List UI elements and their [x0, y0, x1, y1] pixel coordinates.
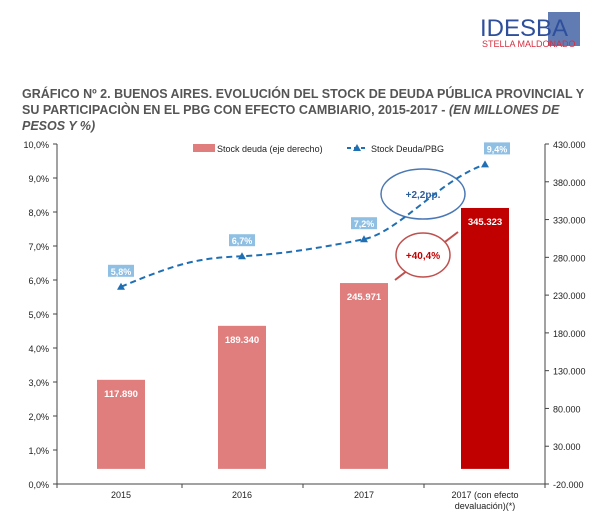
- right-tick-label: 330.000: [553, 216, 586, 226]
- category-label: 2017 (con efecto: [451, 490, 518, 500]
- right-tick-label: -20.000: [553, 480, 584, 490]
- logo-map-icon: [548, 12, 580, 46]
- right-tick-label: 430.000: [553, 140, 586, 150]
- line-label-bg: [351, 217, 377, 230]
- line-label: 6,7%: [232, 236, 253, 246]
- legend-line-label: Stock Deuda/PBG: [371, 144, 444, 154]
- right-tick-label: 280.000: [553, 253, 586, 263]
- category-label: 2015: [111, 490, 131, 500]
- right-tick-label: 80.000: [553, 404, 581, 414]
- left-tick-label: 1,0%: [28, 446, 49, 456]
- line-label-bg: [229, 234, 255, 247]
- left-tick-label: 7,0%: [28, 242, 49, 252]
- category-label: 2017: [354, 490, 374, 500]
- line-point-triangle: [117, 282, 125, 290]
- legend-triangle-icon: [353, 144, 361, 151]
- left-tick-label: 9,0%: [28, 174, 49, 184]
- title-units: (EN MILLONES DE PESOS Y %): [22, 103, 560, 133]
- left-tick-label: 4,0%: [28, 344, 49, 354]
- bar-2015: [97, 379, 145, 469]
- annotation-ellipse-pct: [395, 232, 451, 278]
- right-tick-label: 380.000: [553, 178, 586, 188]
- line-label-bg: [108, 264, 134, 277]
- left-tick-label: 0,0%: [28, 480, 49, 490]
- line-label-bg: [484, 142, 510, 155]
- category-label: devaluación)(*): [455, 501, 516, 511]
- title-main: GRÁFICO Nº 2. BUENOS AIRES. EVOLUCIÓN DE…: [22, 87, 584, 117]
- line-label: 9,4%: [487, 144, 508, 154]
- bar-label: 117.890: [104, 389, 138, 400]
- legend-bar-label: Stock deuda (eje derecho): [217, 144, 323, 154]
- line-point-triangle: [238, 252, 246, 260]
- logo-main: IDESBA: [480, 15, 568, 42]
- logo: IDESBA STELLA MALDONADO: [480, 10, 590, 55]
- left-tick-label: 2,0%: [28, 412, 49, 422]
- bar-label: 245.971: [347, 292, 382, 303]
- line-label: 5,8%: [111, 267, 132, 277]
- line-point-triangle: [481, 160, 489, 168]
- right-tick-label: 30.000: [553, 442, 581, 452]
- logo-sub: STELLA MALDONADO: [482, 39, 576, 49]
- category-label: 2016: [232, 490, 252, 500]
- right-tick-label: 130.000: [553, 367, 586, 377]
- bar-label: 189.340: [225, 335, 259, 346]
- legend-bar-swatch: [193, 144, 215, 152]
- left-tick-label: 6,0%: [28, 276, 49, 286]
- left-tick-label: 8,0%: [28, 208, 49, 218]
- bar-2017: [340, 283, 388, 469]
- line-series: [120, 163, 486, 288]
- right-tick-label: 180.000: [553, 329, 586, 339]
- chart-title: GRÁFICO Nº 2. BUENOS AIRES. EVOLUCIÓN DE…: [22, 86, 602, 134]
- bar-2016: [218, 325, 266, 469]
- bar-2017: [461, 207, 509, 469]
- left-tick-label: 5,0%: [28, 310, 49, 320]
- annotation-pp: +2,2pp.: [406, 190, 441, 201]
- annotation-ellipse-pp: [380, 168, 466, 220]
- annotation-pct: +40,4%: [406, 251, 440, 262]
- right-tick-label: 230.000: [553, 291, 586, 301]
- line-point-triangle: [360, 235, 368, 243]
- bar-label: 345.323: [468, 217, 502, 228]
- line-label: 7,2%: [354, 219, 375, 229]
- left-tick-label: 10,0%: [23, 140, 49, 150]
- left-tick-label: 3,0%: [28, 378, 49, 388]
